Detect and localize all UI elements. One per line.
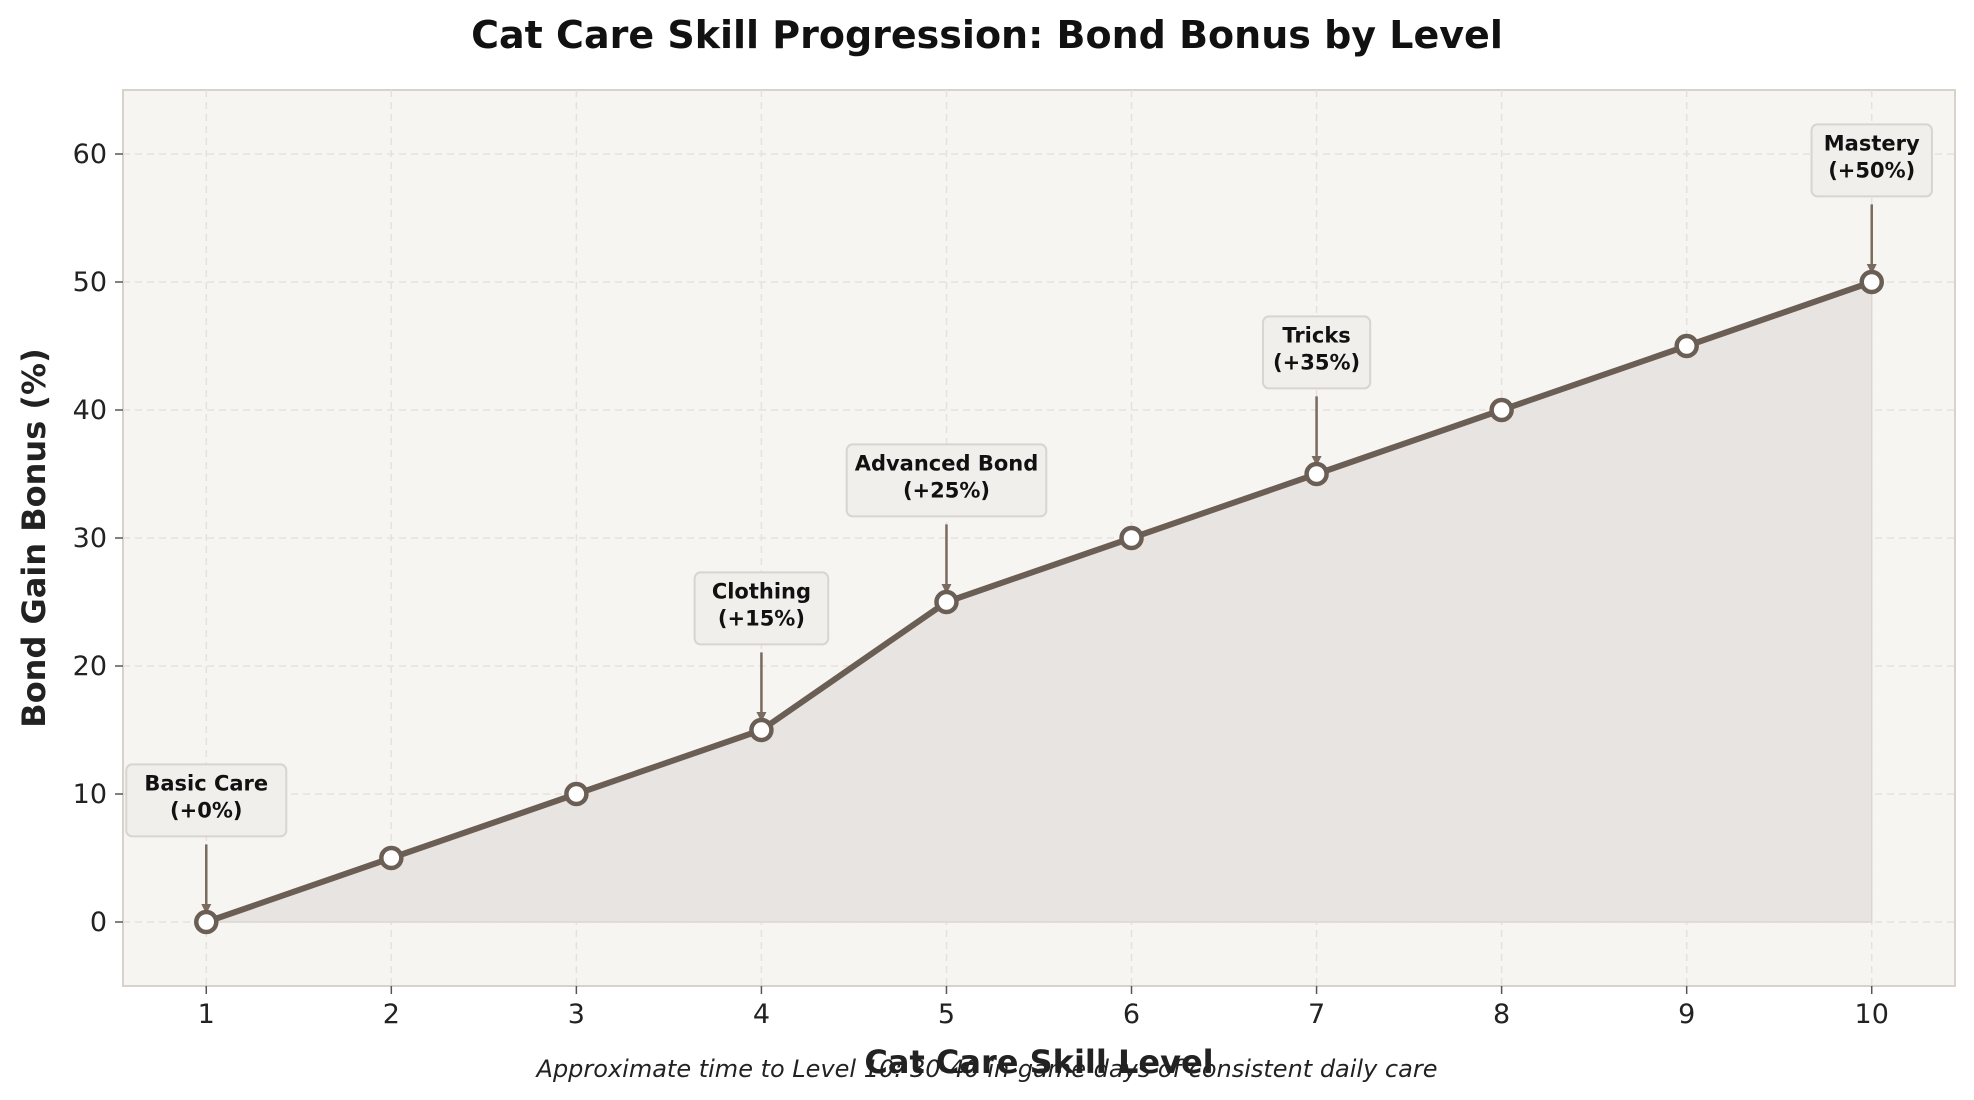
data-point [194, 909, 219, 935]
y-tick-label: 60 [73, 139, 107, 170]
data-point [379, 845, 404, 871]
annotation: Clothing (+15%) [693, 571, 830, 722]
y-tick-label: 30 [73, 523, 107, 554]
annotation-box [125, 763, 288, 838]
x-tick-label: 8 [1493, 999, 1510, 1030]
x-tick-label: 2 [383, 999, 400, 1030]
y-tick-label: 10 [73, 779, 107, 810]
x-tick-label: 6 [1123, 999, 1140, 1030]
data-point [1674, 333, 1699, 359]
annotation-label: Basic Care [144, 771, 268, 795]
data-point [749, 717, 774, 743]
annotation-box [693, 571, 830, 646]
annotation-label: (+25%) [903, 478, 990, 502]
x-axis-title: Cat Care Skill Level [864, 1043, 1213, 1081]
annotation: Basic Care (+0%) [125, 763, 288, 914]
annotation-label: (+0%) [170, 798, 242, 822]
annotation-label: (+35%) [1273, 350, 1360, 374]
annotation-label: Mastery [1824, 131, 1920, 155]
annotations: Basic Care (+0%) Clothing (+15%) Advanced Bo… [125, 123, 1933, 914]
y-tick-label: 0 [90, 907, 107, 938]
data-point [1859, 269, 1884, 295]
footnote: Approximate time to Level 10: 30-40 in-g… [535, 1055, 1438, 1083]
x-tick-label: 1 [198, 999, 215, 1030]
data-markers [194, 269, 1884, 935]
x-tick-label: 9 [1678, 999, 1695, 1030]
series-line [205, 279, 1873, 925]
annotation: Advanced Bond (+25%) [845, 443, 1048, 594]
annotation: Mastery (+50%) [1810, 123, 1933, 274]
y-tick-label: 20 [73, 651, 107, 682]
annotation-label: Tricks [1282, 323, 1351, 347]
y-tick-label: 50 [73, 267, 107, 298]
annotation: Tricks (+35%) [1261, 315, 1372, 466]
x-tick-label: 10 [1855, 999, 1889, 1030]
data-point [1119, 525, 1144, 551]
annotation-box [1261, 315, 1372, 390]
y-tick-label: 40 [73, 395, 107, 426]
annotation-label: (+15%) [718, 606, 805, 630]
x-tick-label: 3 [568, 999, 585, 1030]
annotation-label: Advanced Bond [855, 451, 1039, 475]
y-axis-title: Bond Gain Bonus (%) [15, 348, 53, 727]
data-point [1304, 461, 1329, 487]
annotation-box [845, 443, 1048, 518]
chart-title: Cat Care Skill Progression: Bond Bonus b… [471, 13, 1503, 57]
data-point [564, 781, 589, 807]
axis-ticks: 1 2 3 4 5 6 7 8 9 10 0 10 20 30 40 50 60 [73, 139, 1889, 1030]
x-tick-label: 7 [1308, 999, 1325, 1030]
annotation-label: (+50%) [1828, 158, 1915, 182]
data-point [1489, 397, 1514, 423]
annotation-label: Clothing [712, 579, 811, 603]
annotation-box [1810, 123, 1933, 198]
data-point [934, 589, 959, 615]
x-tick-label: 4 [753, 999, 770, 1030]
x-tick-label: 5 [938, 999, 955, 1030]
